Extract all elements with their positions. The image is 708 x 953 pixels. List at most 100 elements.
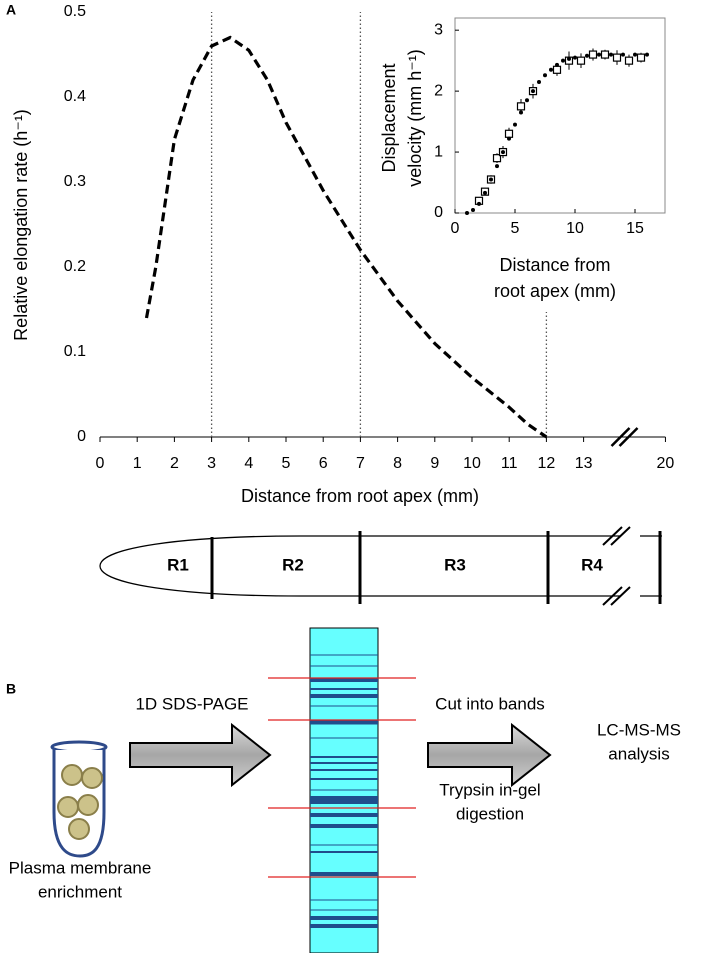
data-point	[600, 50, 610, 59]
data-point	[636, 53, 646, 62]
data-point	[516, 102, 526, 111]
break-mark	[602, 526, 623, 546]
y-tick-label: 0.3	[64, 173, 86, 190]
model-point	[519, 110, 523, 115]
inset-frame	[454, 17, 666, 214]
model-point	[621, 52, 625, 57]
y-tick-label: 0.5	[64, 3, 86, 20]
model-point	[495, 164, 499, 169]
y-tick-label: 1	[434, 143, 443, 160]
cut-lines	[268, 677, 416, 878]
x-tick-label: 2	[170, 455, 179, 472]
output-label: LC-MS-MS	[597, 720, 681, 739]
y-tick-label: 0	[434, 204, 443, 221]
panel-label: A	[6, 2, 16, 18]
x-tick-label: 7	[356, 455, 365, 472]
arrow	[427, 722, 552, 788]
y-axis-label: Relative elongation rate (h⁻¹)	[11, 109, 31, 341]
model-point	[471, 207, 475, 212]
model-point	[555, 62, 559, 67]
step-label: Cut into bands	[435, 694, 545, 713]
x-tick-label: 5	[511, 220, 520, 237]
y-tick-label: 0.2	[64, 258, 86, 275]
step-label: Trypsin in-gel	[439, 780, 540, 799]
model-point	[513, 122, 517, 127]
root-diagram	[99, 526, 662, 606]
gel-bands	[310, 654, 378, 928]
y-tick-label: 0	[77, 428, 86, 445]
y-tick-label: 0.4	[64, 88, 86, 105]
x-tick-label: 4	[244, 455, 253, 472]
region-labels: R1 R2 R3 R4	[167, 555, 603, 574]
step-label: 1D SDS-PAGE	[135, 694, 248, 713]
step-label: digestion	[456, 804, 524, 823]
model-point	[465, 211, 469, 215]
gel	[268, 627, 416, 953]
data-point	[552, 65, 562, 74]
x-tick-label: 6	[319, 455, 328, 472]
model-point	[645, 52, 649, 57]
model-point	[543, 73, 547, 78]
arrow	[129, 722, 272, 788]
model-point	[549, 67, 553, 72]
panel-label: B	[6, 681, 16, 697]
data-point	[576, 56, 586, 65]
model-point	[597, 52, 601, 57]
y-tick-label: 3	[434, 21, 443, 38]
region-label: R4	[581, 555, 603, 574]
model-point	[489, 177, 493, 182]
model-point	[531, 89, 535, 94]
y-tick-label: 0.1	[64, 343, 86, 360]
model-point	[525, 98, 529, 103]
model-point	[537, 79, 541, 84]
model-point	[483, 190, 487, 195]
vesicle	[77, 794, 99, 816]
x-tick-label: 11	[501, 455, 518, 472]
axis-break	[618, 427, 639, 447]
data-point	[588, 50, 598, 59]
x-axis-label: Distance from	[499, 255, 610, 275]
model-point	[567, 56, 571, 61]
region-label: R2	[282, 555, 304, 574]
x-tick-label: 3	[207, 455, 216, 472]
break-mark	[610, 586, 631, 606]
x-tick-label: 8	[393, 455, 402, 472]
model-point	[507, 136, 511, 141]
x-tick-label: 5	[282, 455, 291, 472]
vesicle	[81, 767, 103, 789]
x-tick-label: 13	[575, 455, 593, 472]
sample-label: Plasma membrane	[9, 858, 152, 877]
x-tick-label: 12	[538, 455, 556, 472]
vesicles	[57, 764, 103, 840]
vesicle	[68, 818, 90, 840]
vesicle	[57, 796, 79, 818]
x-tick-label: 0	[451, 220, 460, 237]
data-point	[504, 129, 514, 138]
output-label: analysis	[608, 744, 669, 763]
y-axis-label: velocity (mm h⁻¹)	[405, 49, 425, 187]
x-tick-label: 1	[133, 455, 142, 472]
break-mark	[610, 526, 631, 546]
x-tick-label: 0	[96, 455, 105, 472]
x-tick-label: 10	[463, 455, 481, 472]
x-tick-label: 20	[657, 455, 675, 472]
model-point	[633, 52, 637, 57]
model-point	[585, 53, 589, 58]
x-tick-label: 9	[430, 455, 439, 472]
sample-label: enrichment	[38, 882, 122, 901]
break-mark	[602, 586, 623, 606]
tube	[50, 740, 108, 858]
y-axis-label: Displacement	[379, 63, 399, 172]
x-tick-label: 10	[566, 220, 584, 237]
region-label: R3	[444, 555, 466, 574]
model-point	[561, 58, 565, 63]
model-point	[609, 52, 613, 57]
data-line	[144, 35, 548, 439]
axis-break	[610, 427, 631, 447]
data-point	[492, 154, 502, 163]
x-axis-label: Distance from root apex (mm)	[241, 486, 479, 506]
data-point	[624, 56, 634, 65]
